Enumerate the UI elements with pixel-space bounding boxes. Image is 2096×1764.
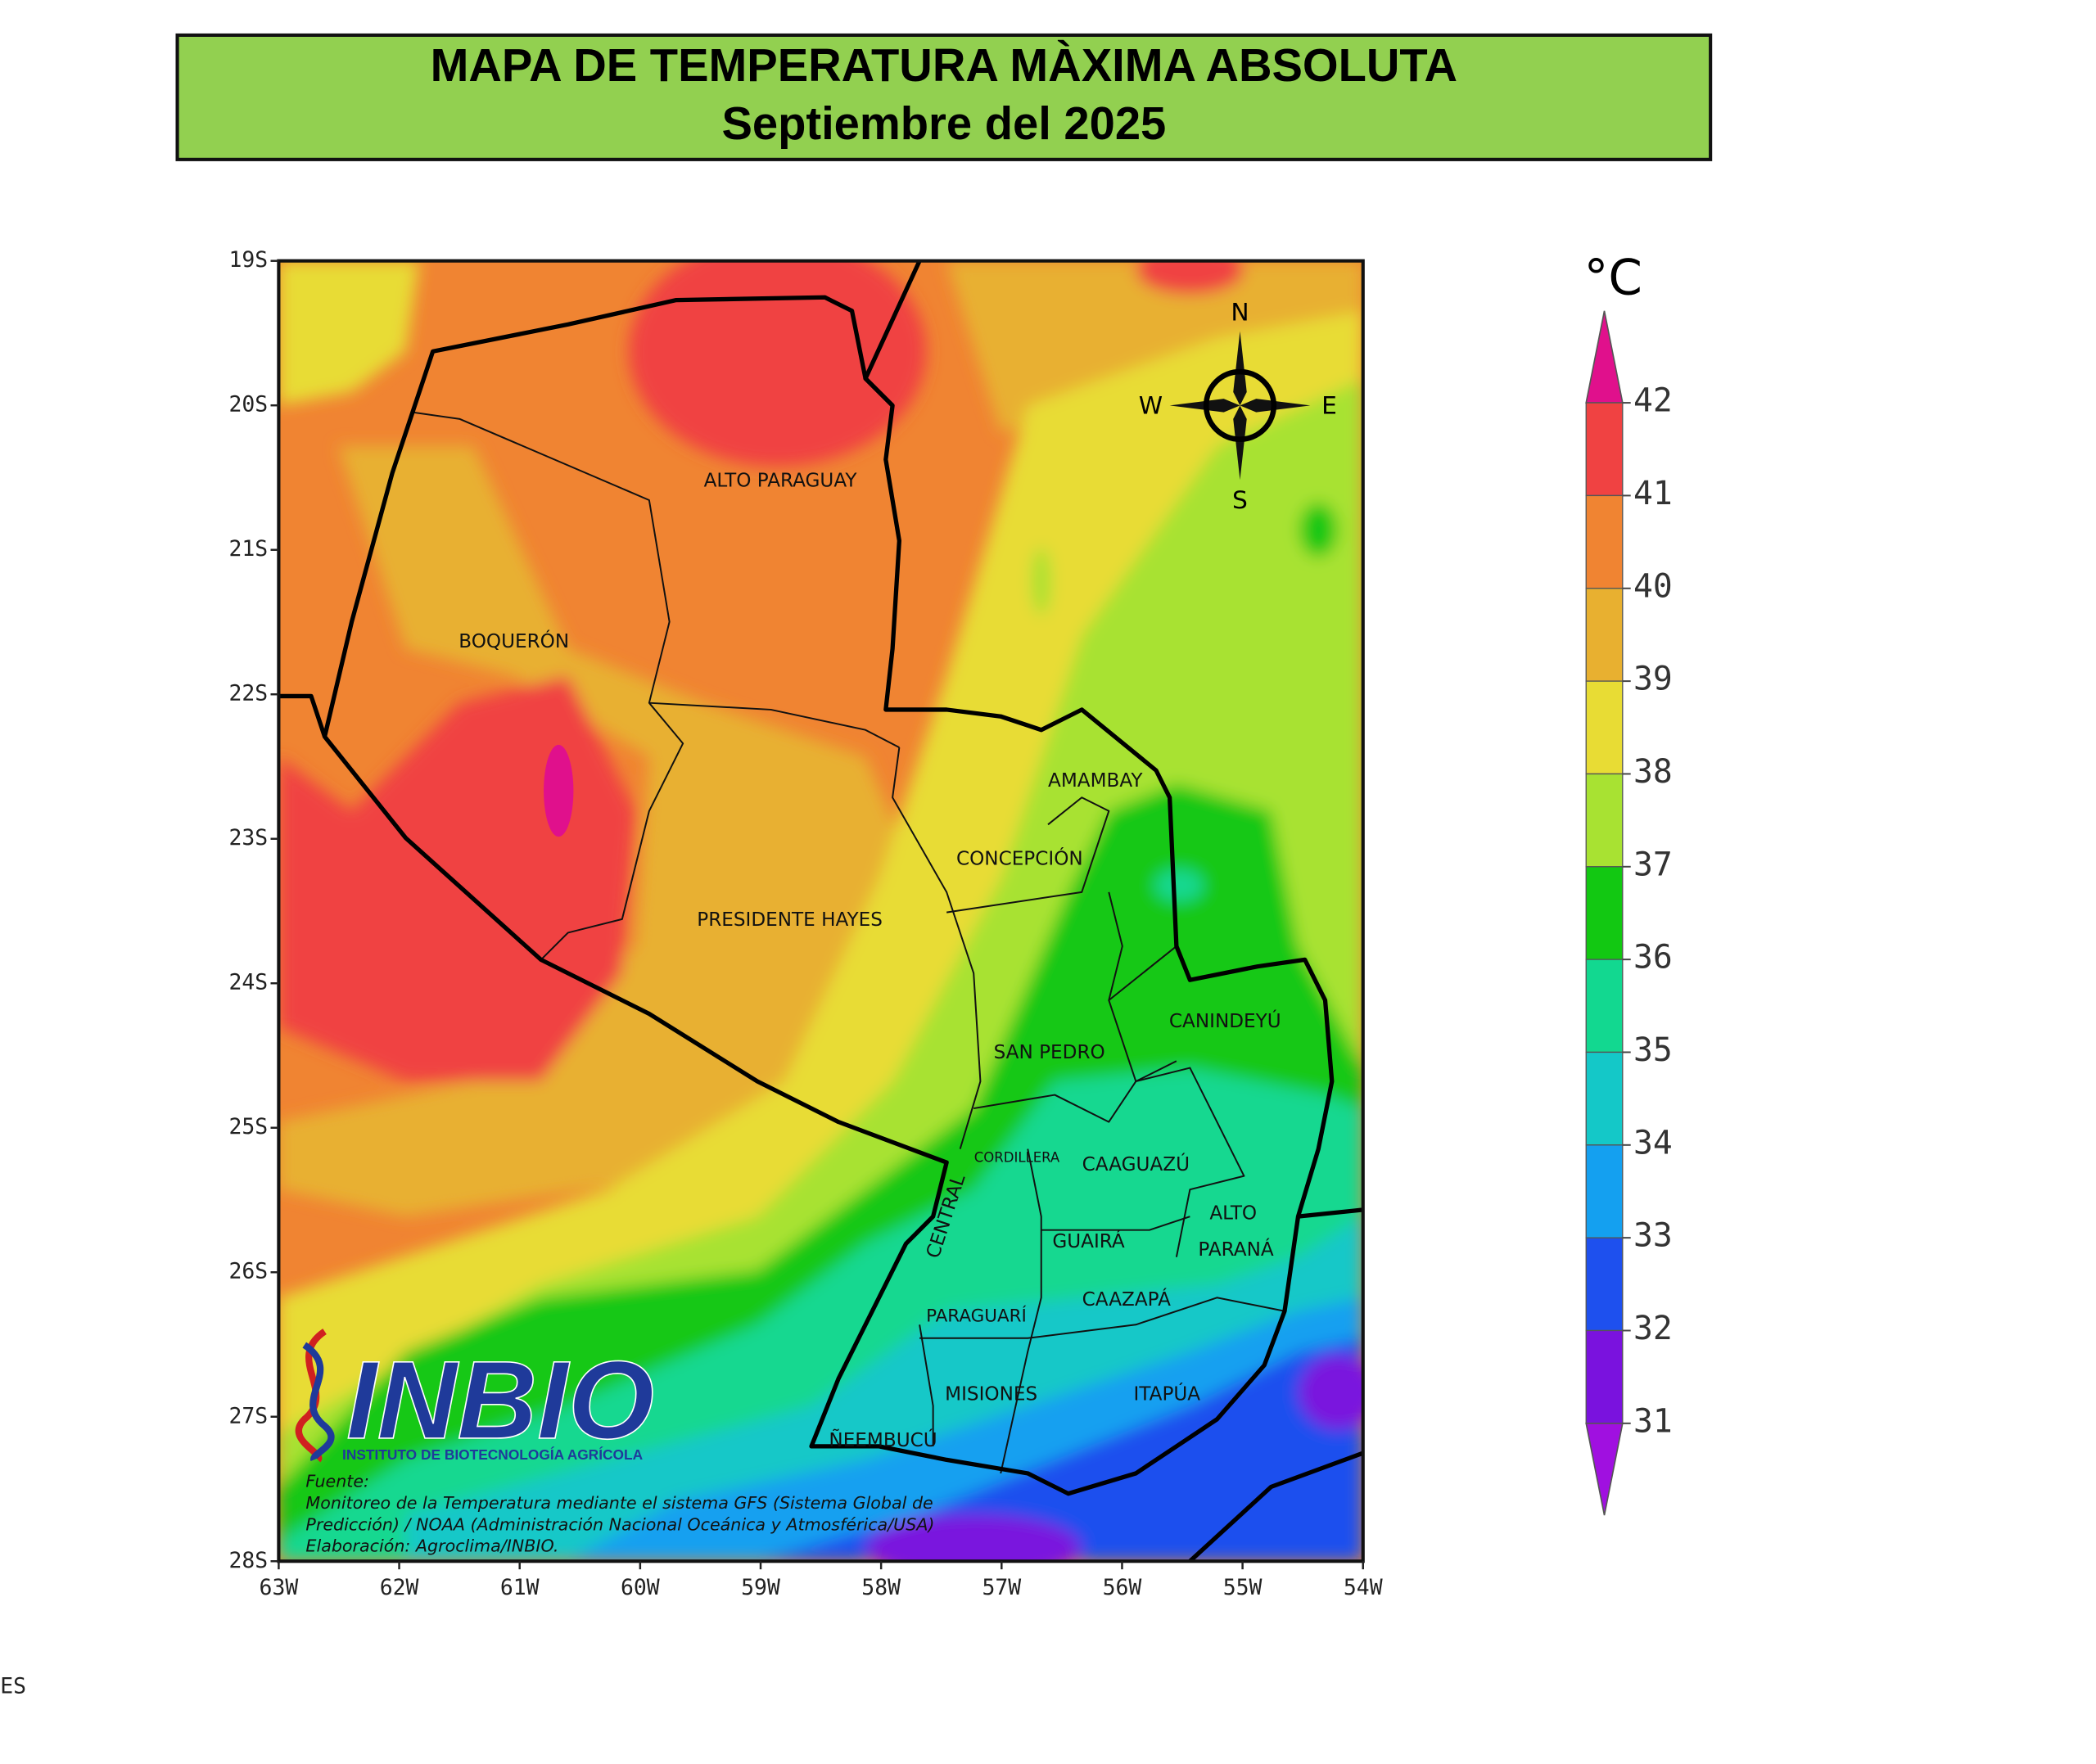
source-line: Monitoreo de la Temperatura mediante el … xyxy=(305,1493,933,1513)
subtitle: Septiembre del 2025 xyxy=(721,97,1166,149)
department-label: CANINDEYÚ xyxy=(1169,1009,1281,1032)
department-label: ALTO xyxy=(1209,1202,1257,1224)
colorbar-label: 37 xyxy=(1633,846,1673,883)
colorbar-label: 33 xyxy=(1633,1217,1673,1255)
lat-label: 25S xyxy=(228,1114,268,1139)
lon-label: 59W xyxy=(741,1575,780,1600)
lon-label: 56W xyxy=(1103,1575,1142,1600)
colorbar-cap xyxy=(1585,310,1624,404)
colorbar-label: 32 xyxy=(1633,1310,1673,1347)
colorbar-segment xyxy=(1585,1237,1624,1332)
department-label: CONCEPCIÓN xyxy=(956,847,1083,870)
lon-label: 60W xyxy=(621,1575,660,1600)
colorbar-segment xyxy=(1585,680,1624,775)
stray-text: ES xyxy=(0,1673,26,1699)
department-label: ÑEEMBUCÚ xyxy=(829,1428,937,1451)
department-label: BOQUERÓN xyxy=(458,629,569,652)
lat-label: 19S xyxy=(228,247,268,273)
lat-label: 28S xyxy=(228,1548,268,1573)
colorbar-segment xyxy=(1585,959,1624,1053)
lon-label: 61W xyxy=(500,1575,540,1600)
colorbar-label: 36 xyxy=(1633,939,1673,977)
colorbar-segment xyxy=(1585,588,1624,682)
department-label: GUAIRÁ xyxy=(1052,1229,1125,1252)
department-label: PRESIDENTE HAYES xyxy=(697,909,883,931)
lat-label: 21S xyxy=(228,536,268,562)
logo: INBIO INSTITUTO DE BIOTECNOLOGÍA AGRÍCOL… xyxy=(295,1329,655,1463)
colorbar-label: 35 xyxy=(1633,1031,1673,1069)
department-label: CORDILLERA xyxy=(974,1150,1060,1166)
colorbar-label: 41 xyxy=(1633,475,1673,512)
department-label: ALTO PARAGUAY xyxy=(704,470,858,491)
colorbar-segment xyxy=(1585,494,1624,589)
colorbar-label: 39 xyxy=(1633,661,1673,698)
source-line: Predicción) / NOAA (Administración Nacio… xyxy=(305,1514,934,1534)
compass-label: E xyxy=(1321,392,1337,421)
logo-name: INBIO xyxy=(346,1338,654,1462)
lon-label: 55W xyxy=(1223,1575,1263,1600)
lat-label: 26S xyxy=(228,1259,268,1284)
compass-label: N xyxy=(1231,299,1249,327)
colorbar-label: 40 xyxy=(1633,567,1673,605)
title-box xyxy=(175,33,1713,161)
department-label: ITAPÚA xyxy=(1134,1383,1201,1405)
colorbar-label: 42 xyxy=(1633,382,1673,420)
compass-label: S xyxy=(1232,486,1248,515)
lat-label: 23S xyxy=(228,825,268,850)
logo-subtitle: INSTITUTO DE BIOTECNOLOGÍA AGRÍCOLA xyxy=(342,1446,644,1463)
department-label: PARANÁ xyxy=(1198,1238,1273,1261)
department-labels: ALTO PARAGUAY BOQUERÓN PRESIDENTE HAYES … xyxy=(458,470,1281,1450)
source-line: Elaboración: Agroclima/INBIO. xyxy=(305,1536,558,1556)
colorbar-label: 31 xyxy=(1633,1402,1673,1440)
source-line: Fuente: xyxy=(305,1471,369,1491)
colorbar-segment xyxy=(1585,1051,1624,1146)
colorbar-segment xyxy=(1585,773,1624,868)
department-label: SAN PEDRO xyxy=(994,1042,1105,1063)
source-note: Fuente: Monitoreo de la Temperatura medi… xyxy=(305,1471,934,1555)
department-label: AMAMBAY xyxy=(1048,770,1143,792)
lat-label: 24S xyxy=(228,970,268,995)
colorbar: 42 41 40 39 38 37 36 35 34 33 32 31 xyxy=(1585,310,1673,1516)
department-label: CAAGUAZÚ xyxy=(1082,1153,1190,1175)
department-label: MISIONES xyxy=(945,1384,1037,1405)
lat-label: 27S xyxy=(228,1403,268,1428)
colorbar-segment xyxy=(1585,1329,1624,1424)
colorbar-segment xyxy=(1585,1144,1624,1238)
lat-label: 20S xyxy=(228,392,268,417)
department-label: CAAZAPÁ xyxy=(1082,1288,1171,1311)
department-label: PARAGUARÍ xyxy=(926,1305,1027,1326)
colorbar-unit: °C xyxy=(1584,250,1642,307)
lon-label: 58W xyxy=(861,1575,901,1600)
temperature-field xyxy=(278,260,1363,1562)
lat-label: 22S xyxy=(228,681,268,706)
colorbar-label: 38 xyxy=(1633,753,1673,791)
lon-label: 57W xyxy=(982,1575,1021,1600)
compass: N S W E xyxy=(1139,299,1337,516)
colorbar-label: 34 xyxy=(1633,1124,1673,1162)
colorbar-segment xyxy=(1585,866,1624,960)
colorbar-segment xyxy=(1585,402,1624,497)
title: MAPA DE TEMPERATURA MÀXIMA ABSOLUTA xyxy=(431,39,1457,91)
lon-label: 63W xyxy=(260,1575,299,1600)
compass-label: W xyxy=(1139,392,1163,421)
colorbar-cap xyxy=(1585,1422,1624,1516)
map-frame xyxy=(277,259,1365,1563)
lon-label: 62W xyxy=(380,1575,419,1600)
lon-label: 54W xyxy=(1344,1575,1383,1600)
